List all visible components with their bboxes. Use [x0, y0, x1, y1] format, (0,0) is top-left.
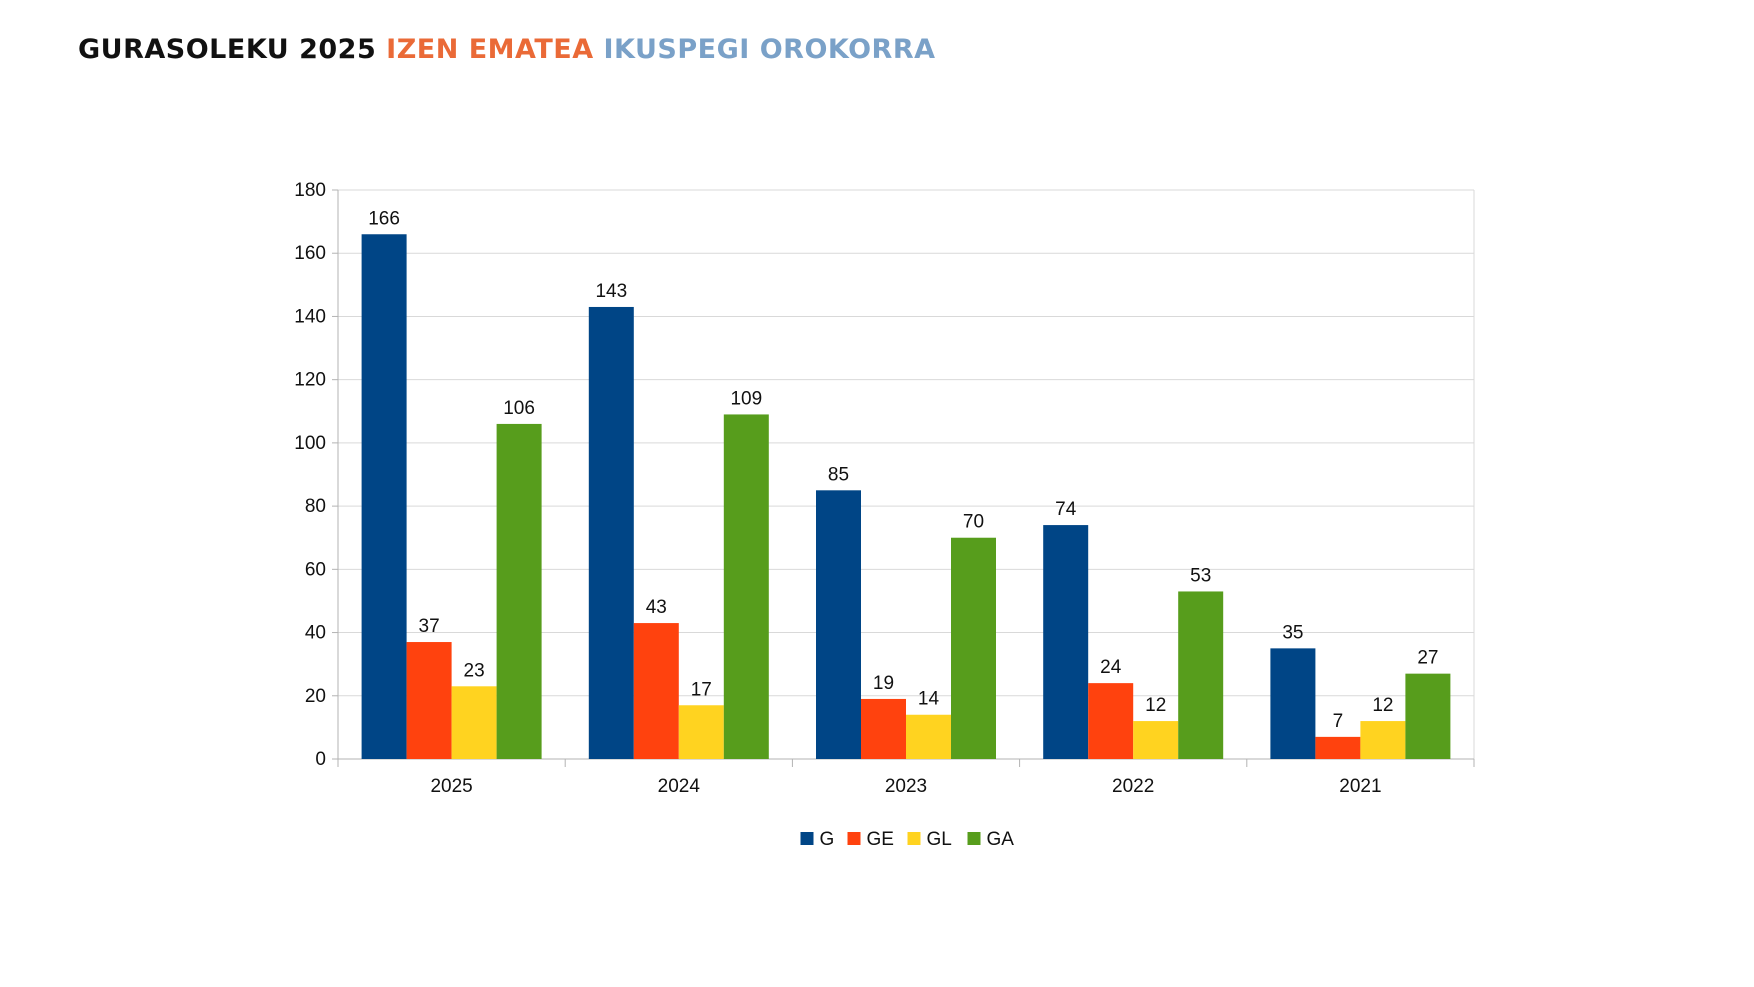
- data-label-G-2024: 143: [595, 281, 627, 302]
- page-title: GURASOLEKU 2025 IZEN EMATEA IKUSPEGI ORO…: [78, 34, 936, 65]
- bar-GA-2023: [951, 537, 996, 759]
- data-label-GL-2024: 17: [691, 679, 712, 700]
- x-tick-label-2024: 2024: [658, 776, 701, 797]
- legend-label-GE: GE: [867, 829, 894, 850]
- data-label-GA-2022: 53: [1190, 565, 1211, 586]
- x-tick-label-2025: 2025: [430, 776, 472, 797]
- bar-GE-2021: [1315, 736, 1361, 759]
- data-label-GA-2024: 109: [730, 388, 762, 409]
- y-tick-label: 140: [294, 306, 326, 327]
- data-label-G-2023: 85: [828, 464, 849, 485]
- bar-GE-2023: [861, 698, 906, 759]
- bar-layer: [361, 234, 1451, 759]
- bar-GL-2024: [678, 705, 724, 759]
- data-label-G-2022: 74: [1055, 499, 1077, 520]
- data-label-GA-2025: 106: [503, 398, 535, 419]
- y-tick-label: 100: [294, 433, 326, 454]
- bar-GE-2025: [406, 642, 452, 759]
- bar-G-2023: [816, 490, 861, 759]
- bar-GL-2023: [906, 714, 951, 759]
- legend-label-G: G: [820, 829, 835, 850]
- legend: G GE GL GA: [800, 829, 1015, 850]
- bar-G-2022: [1043, 525, 1089, 759]
- data-label-layer: 166 143 85 74 35 37 43 19 24 7 23 17 14 12 12 106 109 70 5…: [368, 208, 1438, 732]
- title-part-2: IZEN EMATEA: [386, 34, 594, 65]
- y-tick-label: 120: [294, 370, 326, 391]
- bar-G-2025: [361, 234, 407, 759]
- data-label-GE-2021: 7: [1333, 711, 1344, 732]
- bar-GA-2024: [723, 414, 769, 759]
- data-label-GE-2023: 19: [873, 673, 894, 694]
- legend-swatch-GL: [907, 832, 921, 845]
- data-label-GA-2021: 27: [1417, 648, 1438, 669]
- title-part-1: GURASOLEKU 2025: [78, 34, 377, 65]
- bar-GA-2021: [1405, 673, 1451, 759]
- data-label-GL-2021: 12: [1372, 695, 1393, 716]
- bar-GL-2022: [1133, 721, 1179, 759]
- bar-G-2024: [588, 306, 634, 759]
- x-tick-label-2022: 2022: [1112, 776, 1154, 797]
- y-tick-label: 0: [315, 749, 326, 770]
- bar-G-2021: [1270, 648, 1316, 759]
- data-label-GE-2022: 24: [1100, 657, 1122, 678]
- data-label-GL-2025: 23: [464, 660, 485, 681]
- legend-swatch-GA: [967, 832, 981, 845]
- bar-GA-2025: [496, 423, 542, 759]
- legend-swatch-GE: [847, 832, 861, 845]
- bar-GL-2021: [1360, 721, 1406, 759]
- bar-GA-2022: [1178, 591, 1224, 759]
- data-label-GE-2024: 43: [646, 597, 667, 618]
- y-tick-label: 160: [294, 243, 326, 264]
- y-tick-label: 180: [294, 180, 326, 201]
- title-part-3: IKUSPEGI OROKORRA: [603, 34, 936, 65]
- data-label-GL-2023: 14: [918, 689, 940, 710]
- y-tick-label: 60: [305, 559, 326, 580]
- data-label-GE-2025: 37: [419, 616, 440, 637]
- legend-label-GA: GA: [987, 829, 1015, 850]
- bar-GE-2024: [633, 623, 679, 759]
- x-tick-label-2023: 2023: [885, 776, 927, 797]
- data-label-GA-2023: 70: [963, 512, 984, 533]
- bar-GE-2022: [1088, 683, 1134, 759]
- legend-label-GL: GL: [927, 829, 952, 850]
- y-tick-label: 20: [305, 686, 326, 707]
- bar-GL-2025: [451, 686, 497, 759]
- y-tick-label: 80: [305, 496, 326, 517]
- data-label-G-2021: 35: [1282, 622, 1303, 643]
- y-tick-label: 40: [305, 623, 326, 644]
- data-label-GL-2022: 12: [1145, 695, 1166, 716]
- legend-swatch-G: [800, 832, 814, 845]
- data-label-G-2025: 166: [368, 208, 400, 229]
- x-tick-label-2021: 2021: [1339, 776, 1381, 797]
